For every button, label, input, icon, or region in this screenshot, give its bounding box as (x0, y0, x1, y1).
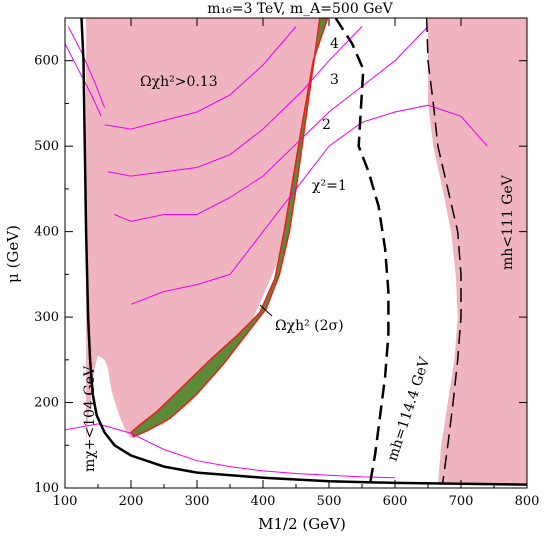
chi2-contour-2 (114, 26, 429, 222)
annotation-chi2-4: 4 (330, 36, 339, 52)
x-tick-label-700: 700 (449, 494, 474, 509)
x-tick-label-800: 800 (515, 494, 540, 509)
chart-title: m₁₆=3 TeV, m_A=500 GeV (207, 1, 393, 17)
chi2-contour-3 (107, 26, 363, 177)
y-tick-label-100: 100 (34, 481, 59, 496)
y-tick-label-200: 200 (34, 396, 59, 411)
annotation-relic-excluded: Ωχh²>0.13 (140, 74, 218, 90)
annotation-chi2-1: χ²=1 (312, 178, 347, 194)
higgs-111-line (425, 18, 462, 485)
chi2-contour-6 (67, 26, 106, 108)
annotation-relic-band: Ωχh² (2σ) (275, 318, 344, 334)
higgs-114-line (334, 18, 390, 485)
x-tick-label-200: 200 (119, 494, 144, 509)
relic-band-arrow (259, 304, 273, 317)
annotation-chi2-2: 2 (322, 117, 331, 133)
relic-density-band (130, 18, 329, 438)
y-axis-label: μ (GeV) (4, 225, 22, 283)
y-tick-label-500: 500 (34, 139, 59, 154)
chi2-contour-0 (65, 423, 396, 479)
x-tick-label-100: 100 (53, 494, 78, 509)
chi2-contour-4 (104, 26, 297, 130)
x-tick-label-400: 400 (251, 494, 276, 509)
x-tick-label-600: 600 (383, 494, 408, 509)
annotation-higgs-111: mh<111 GeV (500, 174, 516, 270)
y-tick-label-300: 300 (34, 310, 59, 325)
annotation-chi2-3: 3 (330, 72, 339, 88)
annotation-chargino: mχ+<104 GeV (82, 365, 98, 472)
chargino-limit-line (80, 18, 527, 486)
x-axis-label: M1/2 (GeV) (258, 515, 346, 533)
y-tick-label-400: 400 (34, 225, 59, 240)
region-left-excluded (86, 18, 323, 446)
y-tick-label-600: 600 (34, 54, 59, 69)
region-right-excluded (428, 18, 527, 485)
axis-ticks: 100 200 300 400 500 600 700 800 100 200 300 400 500 6… (34, 18, 539, 509)
x-tick-label-500: 500 (317, 494, 342, 509)
x-tick-label-300: 300 (185, 494, 210, 509)
plot-area (65, 18, 527, 488)
